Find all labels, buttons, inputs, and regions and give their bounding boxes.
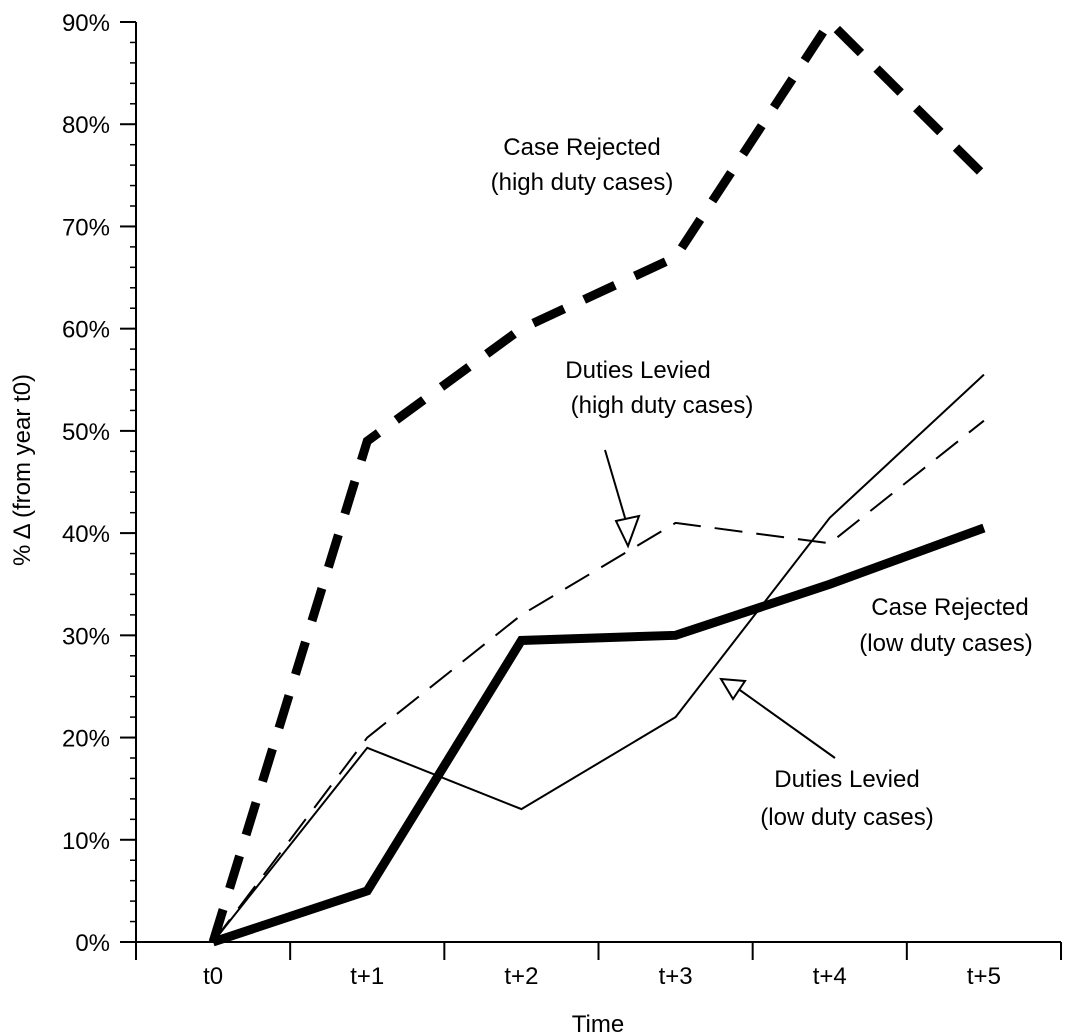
series-line-duties-levied-high (212, 419, 985, 943)
x-tick-label: t+4 (813, 963, 847, 990)
y-axis-title: % Δ (from year t0) (9, 374, 36, 566)
y-tick-label: 90% (62, 10, 110, 37)
x-axis: t0 t+1 t+2 t+3 t+4 t+5 (135, 941, 1062, 990)
y-tick-label: 80% (62, 112, 110, 139)
annotation-case-rejected-low-line1: Case Rejected (871, 594, 1028, 621)
x-tick-label: t+5 (967, 963, 1001, 990)
annotation-duties-levied-high-line1: Duties Levied (565, 357, 710, 384)
annotation-layer: Case Rejected (high duty cases) Duties L… (491, 134, 1033, 831)
series-line-case-rejected-low (211, 523, 986, 947)
x-tick-label: t0 (203, 963, 223, 990)
y-tick-label: 50% (62, 419, 110, 446)
y-axis: 0% 10% 20% 30% 40% 50% 60% 70% 80% 90% (62, 10, 137, 957)
series-layer (208, 14, 988, 947)
x-tick-label: t+1 (350, 963, 384, 990)
series-line-duties-levied-low (212, 373, 985, 943)
annotation-duties-levied-high-line2: (high duty cases) (571, 392, 754, 419)
x-tick-label: t+3 (659, 963, 693, 990)
annotation-case-rejected-high-line2: (high duty cases) (491, 169, 674, 196)
annotation-duties-levied-low-line1: Duties Levied (774, 766, 919, 793)
y-tick-label: 40% (62, 521, 110, 548)
y-tick-label: 70% (62, 214, 110, 241)
y-tick-label: 30% (62, 623, 110, 650)
y-tick-label: 60% (62, 317, 110, 344)
annotation-case-rejected-low-line2: (low duty cases) (859, 630, 1032, 657)
annotation-duties-levied-low-line2: (low duty cases) (760, 804, 933, 831)
y-tick-label: 20% (62, 726, 110, 753)
x-axis-title: Time (572, 1011, 624, 1036)
x-tick-label: t+2 (504, 963, 538, 990)
pointer-arrow-duties-levied-high (604, 449, 641, 549)
annotation-case-rejected-high-line1: Case Rejected (503, 134, 660, 161)
series-line-case-rejected-high (208, 14, 988, 944)
y-tick-label: 0% (75, 930, 110, 957)
pointer-arrow-duties-levied-low (719, 677, 836, 759)
y-tick-label: 10% (62, 828, 110, 855)
